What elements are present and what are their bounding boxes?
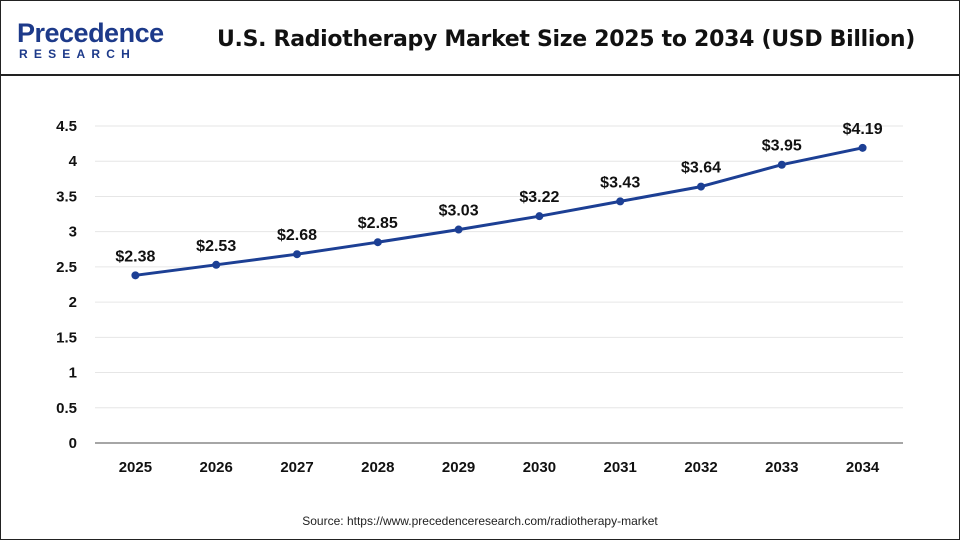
- data-label: $2.38: [115, 248, 155, 265]
- series-line: [135, 146, 863, 277]
- y-axis-ticks: 0 0.5 1 1.5 2 2.5 3 3.5 4 4.5: [56, 118, 78, 452]
- y-tick-label: 4.5: [56, 118, 77, 135]
- page-title: U.S. Radiotherapy Market Size 2025 to 20…: [216, 27, 915, 52]
- data-label: $3.03: [439, 203, 479, 220]
- y-tick-label: 1.5: [56, 329, 77, 346]
- y-tick-label: 1: [69, 365, 77, 382]
- series-line-layer: [135, 146, 863, 277]
- data-point: [454, 225, 463, 234]
- y-tick-label: 3: [69, 224, 77, 241]
- data-points: [131, 143, 867, 280]
- data-label: $3.43: [600, 174, 640, 191]
- x-tick-label: 2031: [604, 459, 637, 476]
- x-axis-ticks: 2025 2026 2027 2028 2029 2030 2031 2032 2033 2034: [119, 459, 880, 476]
- y-tick-label: 0.5: [56, 400, 77, 417]
- data-label: $2.68: [277, 227, 317, 244]
- x-tick-label: 2030: [523, 459, 556, 476]
- x-tick-label: 2029: [442, 459, 475, 476]
- data-point: [535, 212, 544, 221]
- x-tick-label: 2028: [361, 459, 394, 476]
- y-tick-label: 3.5: [56, 188, 77, 205]
- data-point: [373, 238, 382, 247]
- x-tick-label: 2026: [200, 459, 233, 476]
- logo-sub-text: RESEARCH: [19, 47, 136, 61]
- data-label: $3.95: [762, 138, 802, 155]
- data-label: $3.64: [681, 160, 721, 177]
- grid-lines: [95, 125, 903, 409]
- data-point: [616, 197, 625, 206]
- header: Precedence RESEARCH U.S. Radiotherapy Ma…: [1, 1, 959, 76]
- y-tick-label: 4: [69, 153, 78, 170]
- x-tick-label: 2033: [765, 459, 798, 476]
- data-point: [131, 271, 140, 280]
- source-note: Source: https://www.precedenceresearch.c…: [302, 514, 658, 528]
- y-tick-label: 2.5: [56, 259, 77, 276]
- data-point: [293, 250, 301, 259]
- y-tick-label: 0: [69, 435, 77, 452]
- data-label: $2.53: [196, 238, 236, 255]
- data-label: $4.19: [843, 121, 883, 138]
- logo-main-text: Precedence: [17, 18, 164, 48]
- data-label: $3.22: [519, 189, 559, 206]
- x-tick-label: 2034: [846, 459, 880, 476]
- data-point: [212, 260, 221, 269]
- data-labels: $2.38 $2.53 $2.68 $2.85 $3.03 $3.22 $3.43 $3.64…: [115, 121, 882, 266]
- data-point: [858, 143, 867, 152]
- x-tick-label: 2032: [684, 459, 717, 476]
- y-tick-label: 2: [69, 294, 77, 311]
- x-tick-label: 2025: [119, 459, 152, 476]
- data-point: [697, 182, 705, 191]
- brand-logo: Precedence RESEARCH: [17, 19, 167, 63]
- x-tick-label: 2027: [280, 459, 313, 476]
- data-point: [777, 160, 786, 169]
- data-label: $2.85: [358, 215, 398, 232]
